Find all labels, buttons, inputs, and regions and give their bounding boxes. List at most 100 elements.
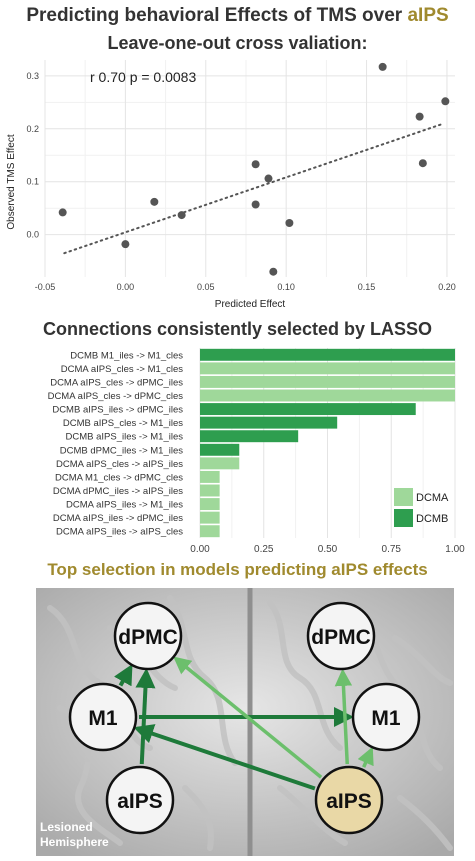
- bar-x-tick-label: 0.50: [318, 544, 338, 554]
- bar-x-tick-label: 0.00: [190, 544, 210, 554]
- arrow-right-aips-to-left-dpmc: [173, 656, 323, 779]
- scatter-point: [441, 97, 450, 106]
- node-right-dpmc-label: dPMC: [311, 626, 371, 649]
- scatter-point: [251, 200, 260, 209]
- node-right-aips-label: aIPS: [326, 790, 372, 813]
- bar-category-label: DCMA aIPS_iles -> dPMC_iles: [53, 513, 183, 524]
- bar-category-label: DCMB aIPS_cles -> M1_iles: [63, 418, 183, 429]
- scatter-x-tick-label: 0.00: [117, 282, 135, 292]
- arrow-right-aips-to-left-m1: [133, 724, 316, 791]
- scatter-x-ticks: -0.05 0.00 0.05 0.10 0.15 0.20: [35, 282, 456, 292]
- node-right-m1: M1: [351, 682, 421, 752]
- scatter-point: [251, 160, 260, 169]
- scatter-point: [418, 159, 427, 168]
- scatter-x-tick-label: 0.05: [197, 282, 215, 292]
- scatter-y-tick-label: 0.2: [26, 124, 39, 134]
- scatter-trend-line: [63, 122, 445, 255]
- main-title: Predicting behavioral Effects of TMS ove…: [0, 5, 475, 27]
- connection-arrows: [114, 656, 374, 791]
- bar: [200, 443, 240, 456]
- lasso-bar-chart: DCMB M1_iles -> M1_cles DCMA aIPS_cles ->…: [48, 348, 465, 554]
- bar-category-label: DCMA aIPS_cles -> aIPS_iles: [56, 459, 183, 470]
- arrow-left-m1-to-left-dpmc: [114, 663, 133, 687]
- bar-category-label: DCMA M1_cles -> dPMC_cles: [55, 472, 183, 483]
- legend-label-dcma: DCMA: [416, 492, 449, 504]
- scatter-y-tick-label: 0.0: [26, 230, 39, 240]
- bar-category-labels: DCMB M1_iles -> M1_cles DCMA aIPS_cles ->…: [48, 350, 184, 537]
- scatter-x-label: Predicted Effect: [215, 299, 286, 310]
- lesioned-caption-line2: Hemisphere: [40, 835, 109, 849]
- scatter-point: [150, 197, 159, 206]
- node-left-dpmc-label: dPMC: [118, 626, 178, 649]
- lasso-title: Connections consistently selected by LAS…: [42, 319, 433, 339]
- bar-x-tick-label: 1.00: [445, 544, 465, 554]
- legend-label-dcmb: DCMB: [416, 513, 448, 525]
- main-title-prefix: Predicting behavioral Effects of TMS ove…: [26, 5, 408, 26]
- scatter-x-tick-label: -0.05: [35, 282, 56, 292]
- scatter-point: [378, 62, 387, 71]
- scatter-y-ticks: 0.0 0.1 0.2 0.3: [26, 71, 39, 240]
- scatter-x-tick-label: 0.15: [358, 282, 376, 292]
- scatter-point: [121, 240, 130, 249]
- bar-category-label: DCMA aIPS_iles -> M1_iles: [66, 500, 183, 511]
- scatter-point: [264, 174, 273, 183]
- node-left-dpmc: dPMC: [113, 601, 183, 671]
- bar: [200, 457, 240, 470]
- scatter-y-tick-label: 0.1: [26, 177, 39, 187]
- bar-x-tick-label: 0.25: [254, 544, 274, 554]
- lesioned-caption-line1: Lesioned: [40, 820, 93, 834]
- legend-swatch-dcma: [394, 488, 413, 506]
- bar: [200, 484, 220, 497]
- scatter-annotation: r 0.70 p = 0.0083: [90, 69, 196, 85]
- bar-category-label: DCMB dPMC_iles -> M1_iles: [60, 445, 184, 456]
- scatter-x-tick-label: 0.10: [277, 282, 295, 292]
- scatter-plot: -0.05 0.00 0.05 0.10 0.15 0.20 0.0 0.1 0.2 0.3 r…: [6, 60, 456, 310]
- scatter-point: [58, 208, 67, 217]
- bar: [200, 403, 416, 416]
- bar-category-label: DCMB aIPS_iles -> M1_iles: [66, 432, 184, 443]
- bar: [200, 470, 220, 483]
- scatter-grid: [44, 60, 455, 277]
- scatter-y-label: Observed TMS Effect: [6, 134, 17, 229]
- bar-category-label: DCMA aIPS_iles -> aIPS_cles: [56, 527, 183, 538]
- scatter-point: [177, 211, 186, 220]
- scatter-y-tick-label: 0.3: [26, 71, 39, 81]
- legend-swatch-dcmb: [394, 509, 413, 527]
- bar: [200, 416, 338, 429]
- scatter-x-tick-label: 0.20: [438, 282, 456, 292]
- bar: [200, 362, 455, 375]
- bar: [200, 498, 220, 511]
- bar: [200, 525, 220, 538]
- bar-category-label: DCMA aIPS_cles -> dPMC_cles: [48, 391, 184, 402]
- node-left-aips-label: aIPS: [117, 790, 163, 813]
- node-left-m1: M1: [68, 682, 138, 752]
- scatter-point: [269, 267, 278, 276]
- bar-series: [200, 348, 455, 538]
- bar-category-label: DCMB aIPS_iles -> dPMC_iles: [52, 405, 183, 416]
- bar: [200, 389, 455, 402]
- arrow-right-aips-to-right-m1: [357, 746, 374, 768]
- bar: [200, 430, 299, 443]
- brain-diagram-title: Top selection in models predicting aIPS …: [47, 560, 428, 579]
- bar: [200, 511, 220, 524]
- main-title-highlight: aIPS: [407, 5, 449, 26]
- node-right-dpmc: dPMC: [306, 601, 376, 671]
- bar-legend: DCMA DCMB: [394, 488, 449, 527]
- scatter-plot-area: [45, 60, 455, 277]
- scatter-point: [285, 219, 294, 228]
- bar-category-label: DCMA aIPS_cles -> dPMC_iles: [50, 377, 183, 388]
- bar-category-label: DCMB M1_iles -> M1_cles: [70, 350, 183, 361]
- node-right-m1-label: M1: [371, 707, 400, 730]
- node-left-aips: aIPS: [105, 765, 175, 835]
- bar-category-label: DCMA aIPS_cles -> M1_cles: [61, 364, 183, 375]
- node-left-m1-label: M1: [88, 707, 117, 730]
- arrow-right-aips-to-right-dpmc: [334, 668, 353, 765]
- scatter-trend-segment: [63, 122, 445, 255]
- scatter-points: [58, 62, 450, 276]
- bar: [200, 348, 455, 361]
- brain-connectivity-diagram: dPMC M1 aIPS dPMC M1 aIPS Lesioned Hemis…: [36, 588, 454, 856]
- bar-x-ticks: 0.00 0.25 0.50 0.75 1.00: [190, 544, 465, 554]
- node-right-aips: aIPS: [314, 765, 384, 835]
- scatter-point: [415, 112, 424, 121]
- bar-x-tick-label: 0.75: [382, 544, 402, 554]
